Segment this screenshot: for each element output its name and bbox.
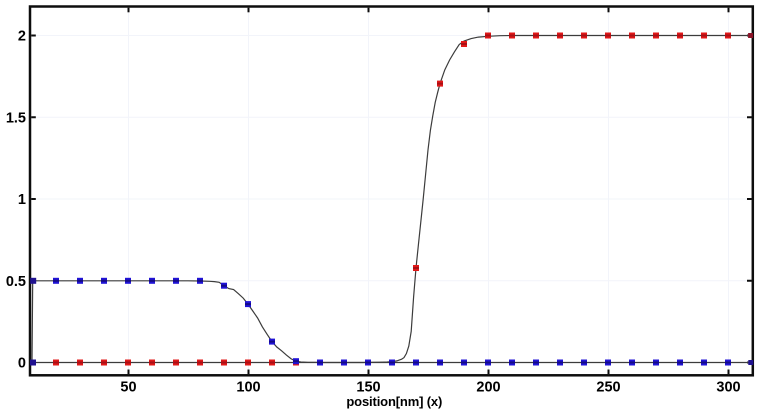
svg-text:0.5: 0.5	[6, 274, 26, 290]
svg-text:50: 50	[120, 380, 136, 396]
svg-text:1: 1	[18, 192, 26, 208]
svg-text:200: 200	[476, 380, 500, 396]
svg-text:100: 100	[236, 380, 260, 396]
svg-text:2: 2	[18, 29, 26, 45]
svg-text:0: 0	[18, 356, 26, 372]
svg-text:position[nm] (x): position[nm] (x)	[346, 394, 442, 409]
svg-text:150: 150	[356, 380, 380, 396]
svg-text:250: 250	[596, 380, 620, 396]
svg-text:1.5: 1.5	[6, 110, 26, 126]
svg-text:300: 300	[716, 380, 740, 396]
